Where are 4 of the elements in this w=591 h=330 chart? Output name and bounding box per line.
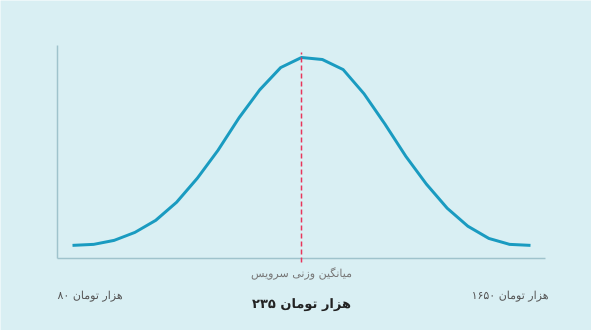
text: ۱۶۵۰ هزار تومان bbox=[472, 289, 549, 302]
text: ۸۰ هزار تومان bbox=[58, 289, 123, 302]
text: میانگین وزنی سرویس bbox=[251, 267, 352, 280]
text: ۲۳۵ هزار تومان bbox=[252, 297, 351, 312]
